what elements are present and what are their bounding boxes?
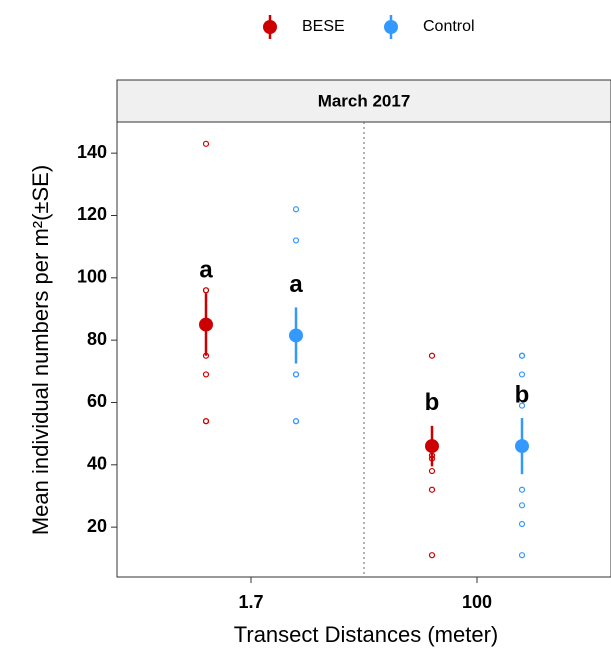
y-tick-label: 40 xyxy=(87,454,107,474)
y-tick-label: 120 xyxy=(77,204,107,224)
significance-letter: b xyxy=(425,389,440,416)
raw-point xyxy=(428,467,436,475)
mean-point xyxy=(425,439,439,454)
x-tick-label: 1.7 xyxy=(238,592,263,612)
y-tick-label: 60 xyxy=(87,391,107,411)
mean-point xyxy=(199,317,213,332)
raw-point xyxy=(202,418,210,425)
strip xyxy=(116,79,611,123)
raw-point xyxy=(292,371,300,378)
raw-point xyxy=(428,352,436,359)
raw-point xyxy=(518,371,526,378)
y-tick-label: 80 xyxy=(87,329,107,349)
raw-point xyxy=(202,287,210,294)
raw-point xyxy=(518,502,526,509)
mean-point xyxy=(515,439,529,454)
legend-label: BESE xyxy=(302,18,345,35)
raw-point xyxy=(428,486,436,493)
y-tick-label: 20 xyxy=(87,516,107,536)
x-axis-title: Transect Distances (meter) xyxy=(234,622,498,647)
raw-point xyxy=(518,402,526,409)
raw-point xyxy=(518,520,526,528)
raw-point xyxy=(518,486,526,493)
y-tick-label: 100 xyxy=(77,267,107,287)
raw-point xyxy=(292,418,300,425)
raw-point xyxy=(202,140,210,147)
significance-letter: a xyxy=(289,271,303,298)
y-axis-title: Mean individual numbers per m²(±SE) xyxy=(28,165,53,535)
raw-point xyxy=(518,352,526,359)
strip-title: March 2017 xyxy=(318,91,411,110)
legend-icon xyxy=(263,20,277,34)
significance-letter: a xyxy=(199,257,213,284)
raw-point xyxy=(518,552,526,559)
y-tick-label: 140 xyxy=(77,142,107,162)
raw-point xyxy=(292,206,300,213)
significance-letter: b xyxy=(515,381,530,408)
raw-point xyxy=(292,237,300,244)
legend-icon xyxy=(384,20,398,34)
raw-point xyxy=(202,371,210,378)
raw-point xyxy=(428,552,436,559)
legend-label: Control xyxy=(423,18,475,35)
x-tick-label: 100 xyxy=(462,592,492,612)
mean-point xyxy=(289,328,303,343)
